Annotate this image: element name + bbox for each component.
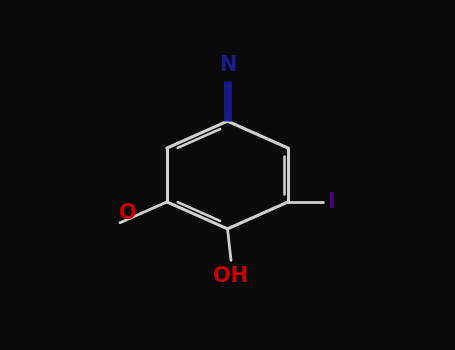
Text: O: O	[119, 203, 137, 223]
Text: I: I	[327, 192, 335, 212]
Text: N: N	[219, 55, 236, 75]
Text: OH: OH	[213, 266, 248, 286]
